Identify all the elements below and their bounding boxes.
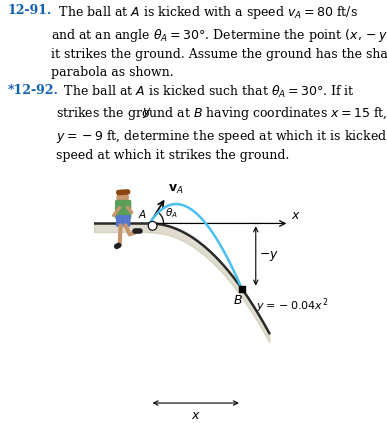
- Text: *12-92.: *12-92.: [8, 84, 58, 97]
- FancyBboxPatch shape: [116, 216, 130, 226]
- Text: $\mathbf{v}_A$: $\mathbf{v}_A$: [168, 183, 184, 196]
- Text: $-y$: $-y$: [259, 249, 279, 263]
- Circle shape: [117, 192, 128, 203]
- Text: $y = -0.04x^2$: $y = -0.04x^2$: [256, 297, 328, 315]
- Text: The ball at $A$ is kicked such that $\theta_A = 30°$. If it
strikes the ground a: The ball at $A$ is kicked such that $\th…: [56, 84, 387, 162]
- Text: $A$: $A$: [138, 209, 147, 220]
- Text: $y$: $y$: [142, 106, 152, 120]
- Text: The ball at $A$ is kicked with a speed $v_A = 80$ ft/s
and at an angle $\theta_A: The ball at $A$ is kicked with a speed $…: [51, 4, 387, 79]
- Text: $x$: $x$: [291, 209, 301, 222]
- FancyBboxPatch shape: [116, 201, 131, 218]
- Text: 12-91.: 12-91.: [8, 4, 52, 17]
- Text: $\theta_A$: $\theta_A$: [164, 206, 177, 220]
- Text: $x$: $x$: [191, 409, 200, 422]
- Circle shape: [148, 222, 157, 230]
- Text: $B$: $B$: [233, 294, 243, 307]
